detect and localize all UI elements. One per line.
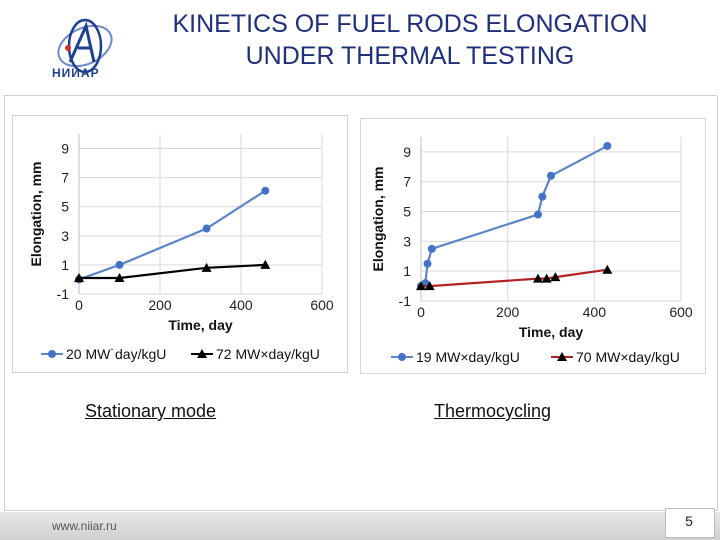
data-point-circle	[603, 141, 612, 150]
y-tick-label: 3	[403, 233, 411, 249]
title-line-1: KINETICS OF FUEL RODS ELONGATION	[172, 10, 648, 38]
logo-text: НИИАР	[52, 66, 100, 80]
chart-panel-stationary: -1 1 3 5 7 9 0 200 400 600 Time, day Elongation, mm…	[12, 115, 348, 373]
data-point-circle	[547, 171, 555, 180]
data-point-circle	[427, 244, 436, 253]
x-tick-label: 0	[75, 297, 83, 313]
footer-bar: www.niiar.ru	[0, 512, 720, 540]
data-point-circle	[261, 186, 270, 195]
x-tick-label: 200	[496, 304, 520, 320]
data-point-circle	[202, 224, 211, 233]
legend-marker-triangle	[557, 352, 567, 361]
legend-label: 19 MW×day/kgU	[416, 349, 520, 365]
data-point-circle	[115, 260, 124, 269]
chart-stationary: -1 1 3 5 7 9 0 200 400 600 Time, day Elongation, mm…	[28, 134, 334, 362]
x-tick-label: 0	[417, 304, 425, 320]
y-tick-label: 9	[61, 141, 69, 157]
footer-url: www.niiar.ru	[52, 519, 117, 533]
page-number: 5	[685, 513, 693, 529]
legend-marker-triangle	[197, 349, 207, 358]
x-axis-label: Time, day	[168, 317, 233, 333]
legend-label: 20 MW˙day/kgU	[66, 346, 166, 362]
legend-marker-circle	[398, 353, 406, 361]
y-tick-label: 1	[403, 263, 411, 279]
data-point-circle	[423, 259, 432, 268]
legend-label: 70 MW×day/kgU	[576, 349, 680, 365]
data-point-triangle	[114, 273, 125, 282]
caption-stationary: Stationary mode	[85, 401, 217, 421]
x-tick-label: 600	[310, 297, 334, 313]
slide-frame	[4, 95, 718, 511]
y-tick-label: -1	[57, 286, 70, 302]
y-axis-label: Elongation, mm	[28, 162, 44, 267]
series-line	[78, 189, 266, 281]
niiar-logo-icon	[57, 18, 113, 74]
y-tick-label: 5	[61, 199, 69, 215]
y-tick-label: -1	[399, 293, 412, 309]
y-tick-label: 7	[61, 170, 69, 186]
page-number-box: 5	[665, 508, 715, 538]
y-tick-label: 7	[403, 174, 411, 190]
x-axis-label: Time, day	[519, 324, 584, 340]
data-point-triangle	[416, 281, 426, 291]
data-point-triangle	[201, 262, 212, 272]
x-tick-label: 600	[669, 304, 693, 320]
legend-marker-circle	[48, 350, 56, 358]
data-point-triangle	[74, 273, 84, 282]
series-line	[420, 144, 608, 287]
x-tick-label: 400	[229, 297, 253, 313]
header-divider	[4, 95, 716, 96]
y-tick-label: 1	[61, 257, 69, 273]
series-line	[79, 263, 266, 280]
y-axis-label: Elongation, mm	[370, 167, 386, 272]
data-point-triangle	[260, 259, 271, 269]
y-tick-label: 3	[61, 228, 69, 244]
series-line	[421, 268, 608, 288]
data-point-triangle	[424, 281, 435, 291]
y-tick-label: 9	[403, 144, 411, 160]
y-tick-label: 5	[403, 204, 411, 220]
page-title: KINETICS OF FUEL RODS ELONGATION UNDER T…	[120, 8, 700, 72]
x-tick-label: 400	[583, 304, 607, 320]
chart-panel-thermocycling: -1 1 3 5 7 9 0 200 400 600 Time, day Elongation, mm…	[360, 118, 706, 374]
data-point-triangle	[541, 273, 552, 283]
legend-label: 72 MW×day/kgU	[216, 346, 320, 362]
data-point-circle	[534, 210, 542, 219]
data-point-triangle	[533, 273, 543, 283]
x-tick-label: 200	[148, 297, 172, 313]
chart-thermocycling: -1 1 3 5 7 9 0 200 400 600 Time, day Elongation, mm…	[370, 137, 693, 365]
data-point-triangle	[602, 264, 613, 274]
title-line-2: UNDER THERMAL TESTING	[245, 42, 575, 70]
caption-thermocycling: Thermocycling	[434, 401, 552, 421]
data-point-triangle	[550, 272, 561, 282]
data-point-circle	[538, 192, 547, 201]
